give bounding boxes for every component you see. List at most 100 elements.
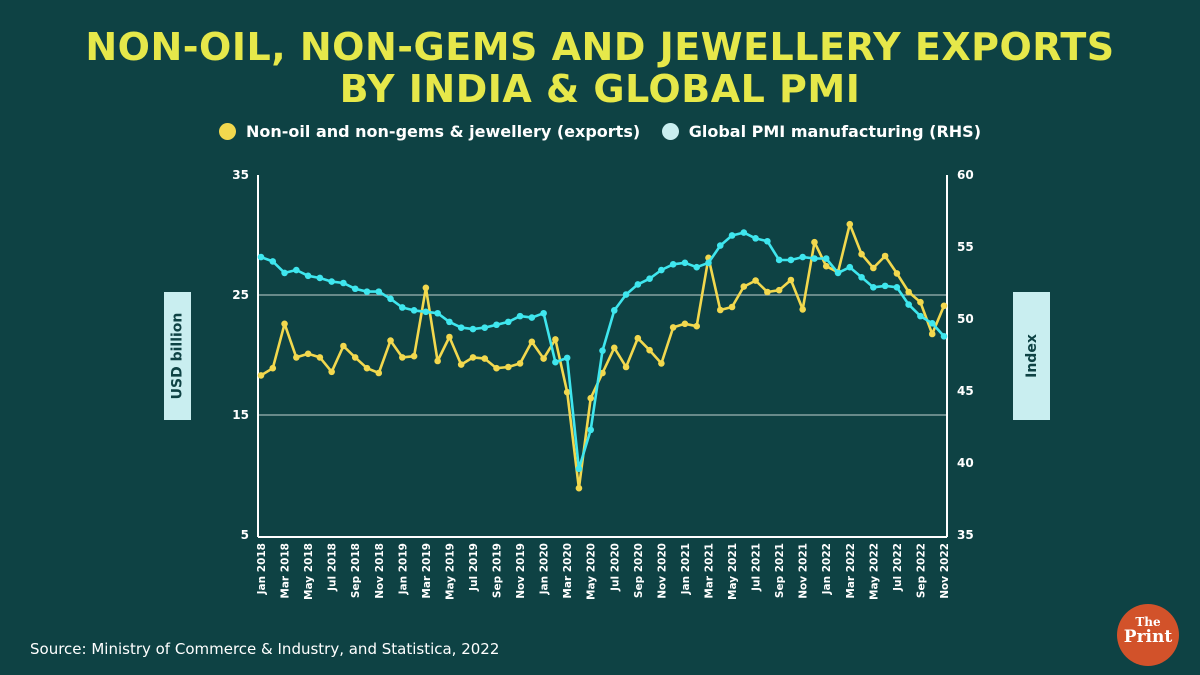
legend-item-pmi: Global PMI manufacturing (RHS) [661, 122, 981, 141]
data-point-exports [716, 306, 724, 314]
data-point-exports [269, 364, 277, 372]
data-point-pmi [846, 263, 854, 271]
legend-label-pmi: Global PMI manufacturing (RHS) [688, 122, 981, 141]
x-tick-label: Mar 2019 [421, 543, 433, 599]
x-tick-label: May 2020 [586, 543, 598, 600]
data-point-pmi [293, 266, 300, 274]
data-point-exports [504, 363, 512, 371]
data-point-pmi [504, 318, 512, 326]
x-tick-label: Nov 2021 [798, 543, 810, 599]
x-tick-label: Mar 2020 [562, 543, 574, 599]
data-point-exports [610, 344, 618, 352]
data-point-pmi [693, 263, 701, 271]
x-tick-label: Mar 2021 [703, 543, 715, 599]
x-tick-label: Jan 2019 [397, 543, 409, 595]
data-point-pmi [669, 260, 677, 268]
data-point-exports [540, 355, 547, 362]
x-tick-label: May 2018 [303, 543, 315, 600]
data-point-pmi [599, 347, 606, 354]
data-point-pmi [646, 275, 653, 282]
data-point-exports [363, 364, 371, 372]
y2-tick-label: 50 [957, 312, 974, 326]
data-point-exports [846, 220, 854, 228]
data-point-exports [858, 250, 865, 258]
x-tick-label: Jul 2021 [751, 543, 763, 592]
data-point-pmi [481, 324, 489, 331]
data-point-exports [622, 363, 630, 371]
data-point-pmi [363, 288, 371, 295]
x-tick-label: Sep 2019 [492, 543, 504, 598]
x-tick-label: Sep 2018 [350, 543, 362, 598]
data-point-exports [563, 388, 571, 396]
data-point-pmi [563, 354, 571, 362]
data-point-pmi [328, 278, 335, 285]
data-point-exports [775, 286, 783, 294]
data-point-exports [422, 284, 430, 292]
data-point-pmi [799, 253, 806, 261]
data-point-pmi [281, 269, 288, 277]
data-point-exports [787, 276, 795, 284]
y2-tick-label: 60 [957, 168, 974, 182]
data-point-exports [681, 320, 689, 328]
data-point-exports [870, 264, 877, 272]
data-point-pmi [610, 307, 618, 314]
data-point-exports [304, 350, 312, 358]
data-point-exports [328, 368, 335, 376]
data-point-exports [658, 360, 665, 367]
data-point-exports [728, 303, 736, 311]
data-point-pmi [528, 314, 536, 321]
data-point-pmi [764, 237, 771, 245]
data-point-exports [811, 238, 818, 246]
x-tick-label: Nov 2020 [656, 543, 668, 599]
legend-label-exports: Non-oil and non-gems & jewellery (export… [246, 122, 641, 141]
legend-item-exports: Non-oil and non-gems & jewellery (export… [219, 122, 640, 141]
y-tick-label: 5 [241, 528, 249, 542]
data-point-exports [881, 252, 889, 260]
data-point-exports [481, 355, 489, 362]
data-point-pmi [552, 358, 559, 366]
x-tick-label: Jan 2020 [539, 543, 551, 595]
data-point-exports [446, 333, 453, 341]
data-point-pmi [775, 256, 783, 264]
x-tick-label: May 2021 [727, 543, 739, 600]
data-point-pmi [658, 266, 665, 274]
x-tick-label: Nov 2018 [374, 543, 386, 599]
x-tick-label: Sep 2021 [774, 543, 786, 598]
data-point-exports [434, 357, 441, 365]
data-point-pmi [457, 324, 465, 331]
x-tick-label: Jul 2019 [468, 543, 480, 592]
data-point-exports [740, 283, 748, 290]
data-point-pmi [905, 301, 912, 308]
data-point-exports [928, 330, 936, 338]
data-point-exports [528, 338, 536, 346]
chart-title-line-1: NON-OIL, NON-GEMS AND JEWELLERY EXPORTS [85, 25, 1115, 69]
data-point-pmi [893, 284, 901, 291]
data-point-exports [599, 369, 606, 377]
x-tick-label: Jul 2022 [892, 543, 904, 592]
data-point-pmi [728, 232, 736, 239]
legend-dot-pmi [661, 123, 679, 140]
data-point-pmi [681, 259, 689, 267]
chart-title-line-2: BY INDIA & GLOBAL PMI [339, 67, 861, 111]
source-note: Source: Ministry of Commerce & Industry,… [30, 640, 500, 658]
x-tick-label: Sep 2022 [915, 543, 927, 598]
data-point-exports [575, 484, 583, 492]
data-point-pmi [870, 284, 877, 291]
y-tick-label: 15 [232, 408, 249, 422]
data-point-pmi [387, 295, 394, 303]
y-tick-label: 35 [232, 168, 249, 182]
data-point-pmi [351, 285, 359, 293]
data-point-pmi [622, 291, 630, 298]
data-point-exports [905, 288, 912, 296]
data-point-exports [351, 354, 359, 361]
y2-tick-label: 35 [957, 528, 974, 542]
data-point-exports [646, 346, 653, 354]
data-point-pmi [822, 255, 830, 262]
data-point-pmi [740, 229, 748, 236]
data-point-exports [293, 354, 300, 361]
x-tick-label: Nov 2022 [939, 543, 951, 599]
data-point-exports [340, 342, 347, 350]
data-point-pmi [587, 426, 595, 434]
x-tick-label: Jan 2018 [256, 543, 268, 595]
